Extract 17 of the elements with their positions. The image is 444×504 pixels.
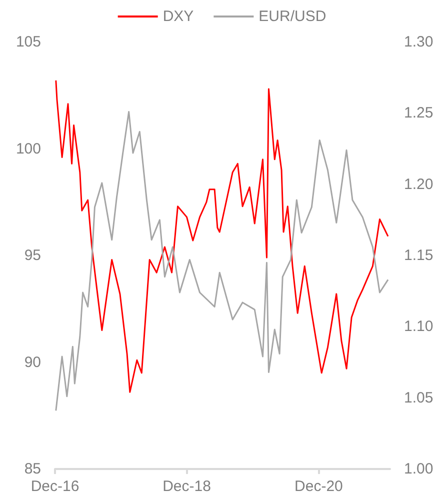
y2-tick-label: 1.10	[404, 318, 434, 336]
y2-tick-label: 1.20	[404, 176, 434, 193]
legend-label: EUR/USD	[258, 8, 326, 25]
y2-tick-label: 1.30	[404, 34, 434, 50]
y-tick-label: 85	[24, 460, 41, 478]
y-tick-label: 95	[24, 247, 41, 264]
y-tick-label: 105	[16, 34, 41, 50]
legend-label: DXY	[162, 8, 194, 25]
y-tick-label: 90	[24, 354, 41, 371]
x-tick-label: Dec-16	[30, 478, 80, 495]
x-tick-label: Dec-20	[294, 478, 343, 495]
y2-tick-label: 1.00	[404, 460, 434, 478]
y-tick-label: 100	[16, 140, 41, 158]
y2-tick-label: 1.05	[404, 389, 434, 406]
x-tick-label: Dec-18	[162, 478, 211, 495]
y2-tick-label: 1.25	[404, 104, 434, 122]
y2-tick-label: 1.15	[404, 247, 434, 264]
